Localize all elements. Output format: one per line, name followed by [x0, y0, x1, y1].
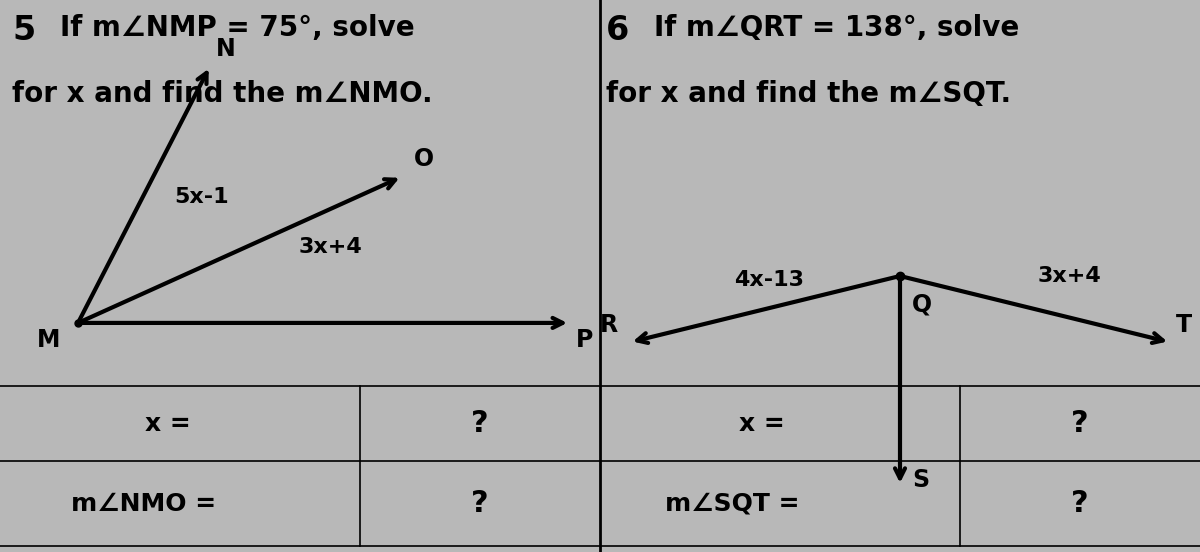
- Text: x =: x =: [739, 412, 785, 436]
- Text: 4x-13: 4x-13: [734, 270, 804, 290]
- Text: ?: ?: [1072, 409, 1088, 438]
- Text: for x and find the m∠NMO.: for x and find the m∠NMO.: [12, 80, 433, 108]
- Text: N: N: [216, 37, 235, 61]
- Text: m∠NMO =: m∠NMO =: [72, 492, 216, 516]
- Text: 3x+4: 3x+4: [299, 237, 362, 257]
- Text: T: T: [1176, 313, 1192, 337]
- Text: R: R: [600, 313, 618, 337]
- Text: O: O: [414, 147, 434, 171]
- Text: 6: 6: [606, 14, 629, 47]
- Text: If m∠NMP = 75°, solve: If m∠NMP = 75°, solve: [60, 14, 415, 42]
- Text: Q: Q: [912, 293, 932, 316]
- Text: for x and find the m∠SQT.: for x and find the m∠SQT.: [606, 80, 1012, 108]
- Text: S: S: [912, 468, 929, 492]
- Text: 3x+4: 3x+4: [1038, 266, 1102, 286]
- Text: ?: ?: [472, 409, 488, 438]
- Text: ?: ?: [472, 489, 488, 518]
- Text: 5x-1: 5x-1: [175, 187, 229, 207]
- Text: ?: ?: [1072, 489, 1088, 518]
- Text: m∠SQT =: m∠SQT =: [665, 492, 799, 516]
- Text: 5: 5: [12, 14, 35, 47]
- Text: x =: x =: [145, 412, 191, 436]
- Text: P: P: [576, 328, 593, 352]
- Text: If m∠QRT = 138°, solve: If m∠QRT = 138°, solve: [654, 14, 1019, 42]
- Text: M: M: [37, 328, 60, 352]
